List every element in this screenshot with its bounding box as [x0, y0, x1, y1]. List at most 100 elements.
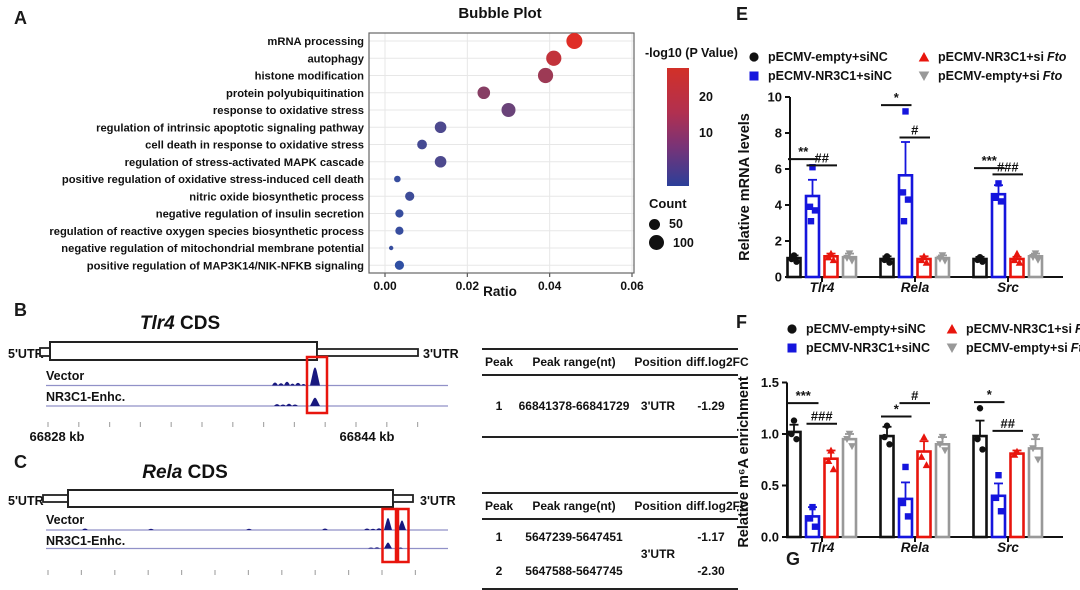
- data-point: [848, 257, 856, 265]
- sig-label: ###: [997, 159, 1019, 174]
- data-point: [793, 435, 800, 443]
- bubble-plot: 0.00 0.02 0.04 0.06 mRNA processing autophagy…: [49, 32, 644, 293]
- bar: [1009, 452, 1025, 539]
- category-label: Src: [997, 280, 1019, 295]
- legend-label: pECMV-NR3C1+siNC: [806, 341, 930, 355]
- x-tick-label: 0.06: [620, 279, 644, 293]
- table-cell: -1.17: [697, 530, 725, 544]
- pvalue-color-legend: -log10 (P Value) 20 10: [645, 46, 755, 188]
- cds-box-c: [67, 489, 394, 508]
- data-point: [886, 441, 893, 448]
- data-point: [1010, 450, 1019, 458]
- utr5-bar-c: [42, 494, 69, 503]
- data-point: [827, 446, 835, 454]
- go-term-label: mRNA processing: [267, 36, 364, 48]
- category-label: Rela: [901, 540, 930, 555]
- data-point: [1034, 256, 1042, 264]
- peak-table-header-row-c: Peak Peak range(nt) Position diff.log2FC: [482, 493, 749, 520]
- table-cell: 2: [495, 564, 503, 578]
- data-point: [995, 472, 1002, 479]
- panel-label-b: B: [14, 300, 27, 320]
- bubble-point: [434, 121, 447, 134]
- coverage-peaks-nr3c1-c: [368, 542, 403, 549]
- data-point: [899, 189, 907, 196]
- utr5-box-b: [39, 347, 51, 357]
- data-point: [904, 196, 912, 203]
- bar: [786, 430, 802, 539]
- bubble-xaxis-title: Ratio: [483, 284, 517, 299]
- circle-marker-icon: [749, 52, 759, 62]
- count-label-small: 50: [669, 217, 683, 231]
- bubble-point: [395, 226, 404, 235]
- data-point: [788, 430, 795, 438]
- table-cell: 3'UTR: [640, 547, 676, 561]
- data-point: [883, 422, 891, 429]
- data-point: [1015, 258, 1024, 266]
- data-point: [922, 258, 931, 266]
- legend-entry: pECMV-NR3C1+siNC: [786, 341, 936, 355]
- gene-name-rela: Rela: [142, 462, 183, 483]
- table-cell: 66841378-66841729: [518, 399, 630, 413]
- square-marker-icon: [787, 343, 797, 353]
- data-point: [917, 452, 926, 460]
- data-point: [881, 433, 888, 441]
- bubble-point: [537, 67, 554, 84]
- data-point: [845, 430, 854, 438]
- go-term-label: nitric oxide biosynthetic process: [189, 191, 364, 203]
- table-header-cell: Peak range(nt): [516, 349, 632, 376]
- go-term-label: regulation of intrinsic apoptotic signal…: [96, 122, 365, 134]
- sig-label: ##: [815, 150, 830, 165]
- x-tick-label: 0.00: [373, 279, 397, 293]
- bar: [879, 434, 895, 539]
- triangle-up-marker-icon: [918, 52, 930, 62]
- circle-marker-icon: [787, 324, 797, 334]
- bar: [934, 256, 951, 279]
- data-point: [843, 254, 851, 262]
- x-tick-label: 0.04: [538, 279, 562, 293]
- legend-label: pECMV-NR3C1+siNC: [768, 69, 892, 83]
- data-point: [788, 255, 795, 263]
- legend-entry: pECMV-empty+siNC: [748, 50, 908, 64]
- bubble-point: [395, 209, 404, 218]
- table-cell: 5647588-5647745: [525, 564, 623, 578]
- data-point: [829, 256, 838, 264]
- triangle-down-marker-icon: [918, 71, 930, 81]
- bar: [990, 494, 1007, 539]
- genomic-axis-ticks-b: [47, 422, 419, 427]
- bubble-point: [501, 103, 516, 117]
- data-point: [811, 207, 819, 214]
- data-point: [917, 256, 926, 264]
- sig-label: #: [911, 388, 919, 403]
- gene-track-panel-tlr4: 5'UTR 3'UTR Vector NR3C1-Enhc. 66828 kb …: [8, 341, 459, 444]
- triangle-down-marker-icon: [946, 343, 958, 353]
- data-point: [902, 108, 909, 115]
- data-point: [806, 515, 814, 522]
- sig-label: #: [911, 123, 919, 138]
- go-term-label: negative regulation of insulin secretion: [156, 209, 364, 221]
- bar: [934, 443, 951, 539]
- colorbar-tick-20: 20: [699, 90, 713, 104]
- count-label-large: 100: [673, 235, 694, 250]
- data-point: [941, 257, 949, 265]
- data-point: [845, 250, 854, 258]
- pvalue-colorbar: [667, 68, 689, 186]
- gene-suffix-tlr4: CDS: [174, 313, 221, 334]
- bubble-point: [417, 139, 427, 150]
- table-cell: 1: [495, 530, 503, 544]
- triangle-up-marker-icon: [946, 324, 958, 334]
- table-header-cell: Position: [632, 493, 684, 520]
- table-header-cell: Position: [632, 349, 684, 376]
- category-label: Tlr4: [810, 540, 835, 555]
- table-header-cell: diff.log2FC: [684, 349, 749, 376]
- data-point: [1029, 445, 1037, 453]
- sig-label: *: [894, 90, 900, 105]
- bar: [916, 450, 932, 539]
- data-point: [941, 447, 949, 455]
- bar-chart-mrna-levels: 0 2 4 6 8 10 Tlr4 Rela Src ** ## * # *** ###: [768, 90, 1063, 295]
- data-point: [1029, 254, 1037, 261]
